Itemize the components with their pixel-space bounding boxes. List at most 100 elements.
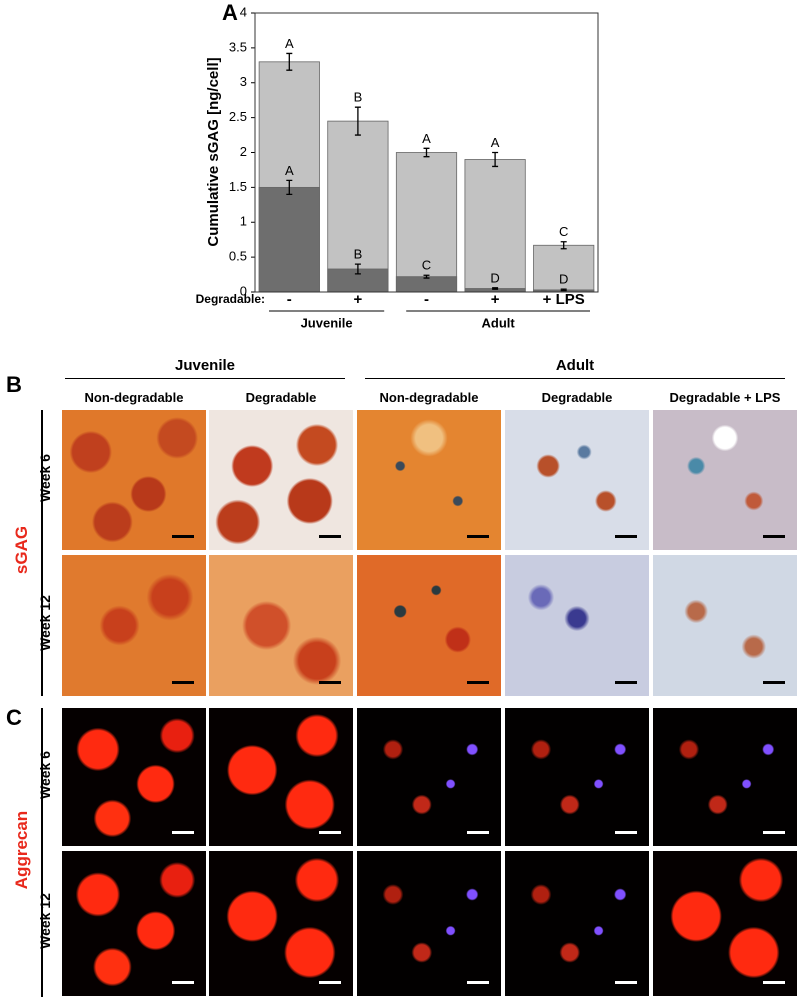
error-bar [492,287,499,290]
micrograph [357,555,501,696]
significance-letter: A [422,131,431,146]
side-label: sGAG [12,525,31,575]
error-bar [286,52,293,71]
scale-bar [763,831,785,834]
group-label: Adult [481,315,515,330]
micrograph [653,555,797,696]
group-underline [365,378,785,379]
side-label: Aggrecan [12,810,31,890]
scale-bar [615,535,637,538]
plot-frame [254,12,599,293]
micrograph [209,708,353,846]
micrograph [209,851,353,996]
x-tick-label: + [491,291,500,308]
scale-bar [763,981,785,984]
micrograph [505,851,649,996]
micrograph [62,708,206,846]
y-axis-label: Cumulative sGAG [ng/cell] [205,57,222,246]
y-tick-label: 4 [240,4,247,19]
micrograph [505,708,649,846]
bar [464,159,526,293]
error-bar [560,288,567,292]
group-underline [65,378,345,379]
scale-bar [172,981,194,984]
panel-label: A [222,0,238,25]
scale-bar [172,681,194,684]
micrograph [357,708,501,846]
x-tick-label: + LPS [543,291,585,308]
error-bar [354,263,361,275]
y-tick-label: 2 [240,144,247,159]
significance-letter: A [285,163,294,178]
y-tick-label: 1.5 [229,179,247,194]
y-tick-label: 3 [240,74,247,89]
significance-letter: A [285,36,294,51]
micrograph [209,410,353,550]
row-label: Week 12 [37,893,53,949]
y-tick-label: 2.5 [229,109,247,124]
panel-label: C [6,705,22,730]
scale-bar [172,831,194,834]
x-tick-label: + [354,291,363,308]
micrograph [209,555,353,696]
divider [41,708,43,997]
row-label: Week 6 [37,454,53,502]
group-label: Adult [555,357,595,374]
row-label: Week 6 [37,751,53,799]
column-label: Degradable + LPS [669,390,781,405]
significance-letter: D [490,270,499,285]
micrograph [505,410,649,550]
micrograph [357,851,501,996]
error-bar [423,147,430,158]
group-label: Juvenile [174,357,236,374]
column-label: Degradable [541,390,613,405]
significance-letter: C [422,258,431,273]
scale-bar [319,831,341,834]
micrograph [62,555,206,696]
row-label: Week 12 [37,595,53,651]
scale-bar [172,535,194,538]
panel-label: B [6,372,22,397]
micrograph [653,708,797,846]
bar [533,244,595,293]
group-label: Juvenile [301,315,353,330]
scale-bar [319,681,341,684]
scale-bar [467,831,489,834]
column-label: Degradable [245,390,317,405]
scale-bar [319,981,341,984]
y-tick-label: 3.5 [229,39,247,54]
micrograph [62,410,206,550]
divider [41,410,43,696]
scale-bar [467,535,489,538]
scale-bar [467,681,489,684]
bar [395,152,458,293]
x-prefix-label: Degradable: [196,292,265,306]
micrograph [505,555,649,696]
micrograph [653,851,797,996]
error-bar [423,274,430,279]
bar [258,186,320,293]
scale-bar [319,535,341,538]
y-tick-label: 0 [240,283,247,298]
column-label: Non-degradable [379,390,479,405]
significance-letter: A [491,135,500,150]
scale-bar [763,535,785,538]
scale-bar [615,981,637,984]
error-bar [560,241,567,250]
error-bar [286,179,293,195]
micrograph [357,410,501,550]
x-tick-label: - [287,291,292,308]
significance-letter: D [559,272,568,287]
y-tick-label: 0.5 [229,249,247,264]
column-label: Non-degradable [84,390,184,405]
micrograph [653,410,797,550]
error-bar [354,106,361,136]
y-tick-label: 1 [240,214,247,229]
micrograph [62,851,206,996]
significance-letter: B [354,247,363,262]
significance-letter: B [354,90,363,105]
x-tick-label: - [424,291,429,308]
scale-bar [615,681,637,684]
scale-bar [763,681,785,684]
error-bar [492,151,499,168]
